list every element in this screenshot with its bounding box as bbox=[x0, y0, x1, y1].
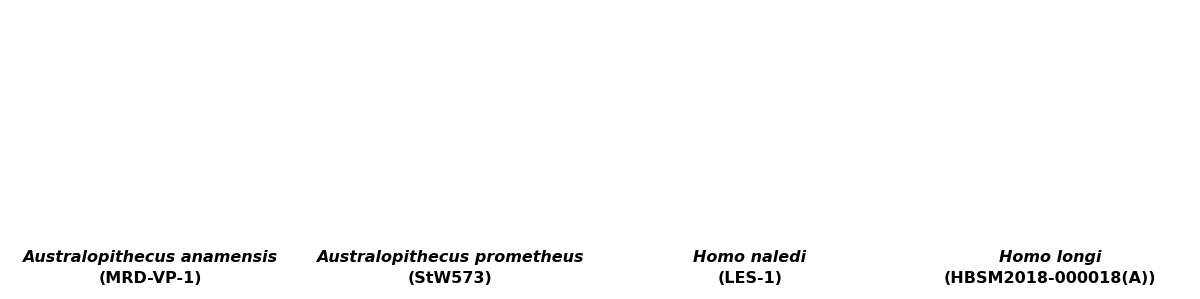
Text: (LES-1): (LES-1) bbox=[718, 271, 782, 286]
Text: Homo naledi: Homo naledi bbox=[694, 250, 806, 265]
Text: (HBSM2018-000018(A)): (HBSM2018-000018(A)) bbox=[943, 271, 1157, 286]
Text: Australopithecus prometheus: Australopithecus prometheus bbox=[317, 250, 583, 265]
Text: (StW573): (StW573) bbox=[408, 271, 492, 286]
Text: Australopithecus anamensis: Australopithecus anamensis bbox=[23, 250, 277, 265]
Text: (MRD-VP-1): (MRD-VP-1) bbox=[98, 271, 202, 286]
Text: Homo longi: Homo longi bbox=[998, 250, 1102, 265]
